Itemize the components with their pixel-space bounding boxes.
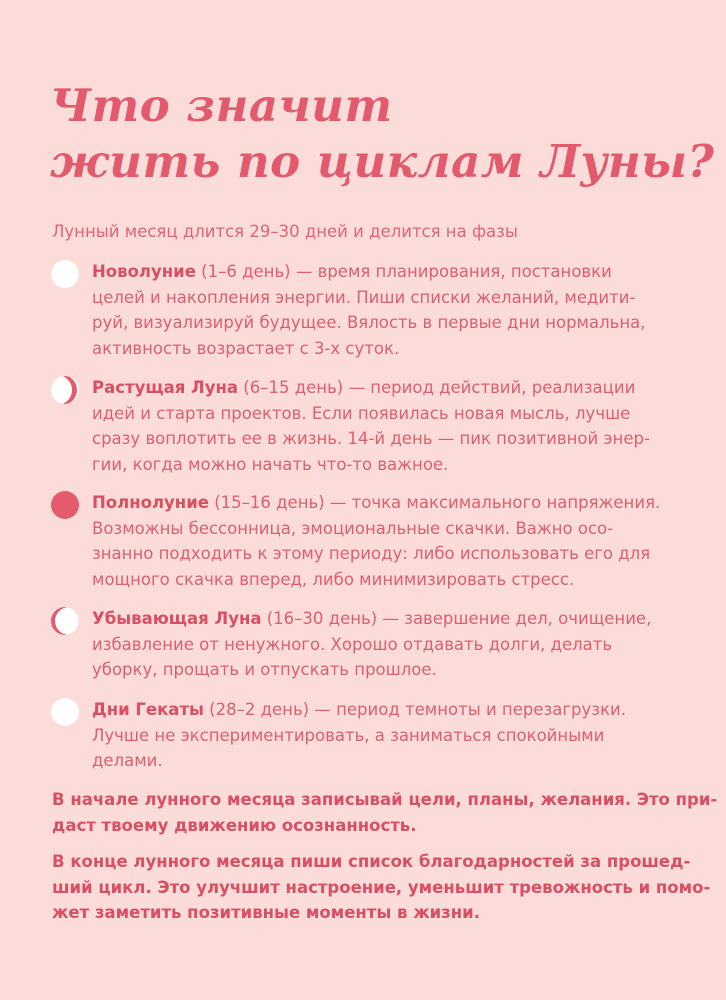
title-line: жить по циклам Луны? bbox=[50, 135, 715, 188]
phase-text-line: сразу воплотить ее в жизнь. 14-й день — … bbox=[92, 429, 650, 449]
phase-name: Убывающая Луна bbox=[92, 609, 262, 628]
tip-line: жет заметить позитивные моменты в жизни. bbox=[52, 903, 481, 923]
tip-paragraph: В начале лунного месяца записывай цели, … bbox=[52, 787, 717, 838]
phase-first-line: Полнолуние (15–16 день) — точка максимал… bbox=[92, 490, 660, 516]
phase-text-line: целей и накопления энергии. Пиши списки … bbox=[92, 287, 636, 307]
phase-text-line: Возможны бессонница, эмоциональные скачк… bbox=[92, 518, 614, 538]
phase-item: Дни Гекаты (28–2 день) — период темноты … bbox=[92, 697, 626, 774]
phase-text-line: избавление от ненужного. Хорошо отдавать… bbox=[92, 634, 613, 654]
waxing-moon-icon bbox=[51, 376, 79, 404]
tip-line: В конце лунного месяца пиши список благо… bbox=[52, 852, 691, 871]
phase-first-line: Дни Гекаты (28–2 день) — период темноты … bbox=[92, 697, 626, 723]
phase-item: Полнолуние (15–16 день) — точка максимал… bbox=[92, 490, 660, 592]
phase-text: (1–6 день) — время планирования, постано… bbox=[195, 262, 612, 281]
phase-text-line: делами. bbox=[92, 751, 163, 771]
phase-text: (16–30 день) — завершение дел, очищение, bbox=[261, 609, 652, 628]
tip-line: даст твоему движению осознанность. bbox=[52, 815, 417, 835]
phase-first-line: Растущая Луна (6–15 день) — период дейст… bbox=[92, 375, 650, 401]
phase-name: Полнолуние bbox=[92, 493, 209, 512]
phase-item: Новолуние (1–6 день) — время планировани… bbox=[92, 259, 646, 361]
phase-name: Растущая Луна bbox=[92, 378, 239, 397]
phase-text-line: гии, когда можно начать что-то важное. bbox=[92, 454, 449, 474]
phase-name: Дни Гекаты bbox=[92, 700, 204, 719]
phase-text-line: мощного скачка вперед, либо минимизирова… bbox=[92, 569, 575, 589]
phase-text-line: уборку, прощать и отпускать прошлое. bbox=[92, 660, 437, 680]
phase-text: (6–15 день) — период действий, реализаци… bbox=[238, 378, 636, 397]
phase-text-line: знанно подходить к этому периоду: либо и… bbox=[92, 544, 651, 564]
page-title: Что значит жить по циклам Луны? bbox=[50, 78, 714, 190]
tip-line: ший цикл. Это улучшит настроение, уменьш… bbox=[52, 877, 711, 897]
phase-text-line: идей и старта проектов. Если появилась н… bbox=[92, 403, 631, 423]
dark-moon-icon bbox=[51, 698, 79, 726]
tip-line: В начале лунного месяца записывай цели, … bbox=[52, 790, 718, 809]
phase-text: (15–16 день) — точка максимального напря… bbox=[208, 493, 661, 512]
phase-text-line: активность возрастает с 3-х суток. bbox=[92, 338, 400, 358]
tip-paragraph: В конце лунного месяца пиши список благо… bbox=[52, 849, 710, 926]
new-moon-icon bbox=[51, 260, 79, 288]
phase-item: Убывающая Луна (16–30 день) — завершение… bbox=[92, 606, 651, 683]
phase-text-line: руй, визуализируй будущее. Вялость в пер… bbox=[92, 313, 646, 333]
phase-first-line: Убывающая Луна (16–30 день) — завершение… bbox=[92, 606, 651, 632]
phase-text-line: Лучше не экспериментировать, а заниматьс… bbox=[92, 725, 605, 745]
title-line: Что значит bbox=[50, 79, 393, 132]
phase-item: Растущая Луна (6–15 день) — период дейст… bbox=[92, 375, 650, 477]
phase-first-line: Новолуние (1–6 день) — время планировани… bbox=[92, 259, 646, 285]
intro-text: Лунный месяц длится 29–30 дней и делится… bbox=[52, 222, 518, 241]
waning-moon-icon bbox=[51, 607, 79, 635]
phase-text: (28–2 день) — период темноты и перезагру… bbox=[203, 700, 627, 719]
full-moon-icon bbox=[51, 491, 79, 519]
phase-name: Новолуние bbox=[92, 262, 196, 281]
